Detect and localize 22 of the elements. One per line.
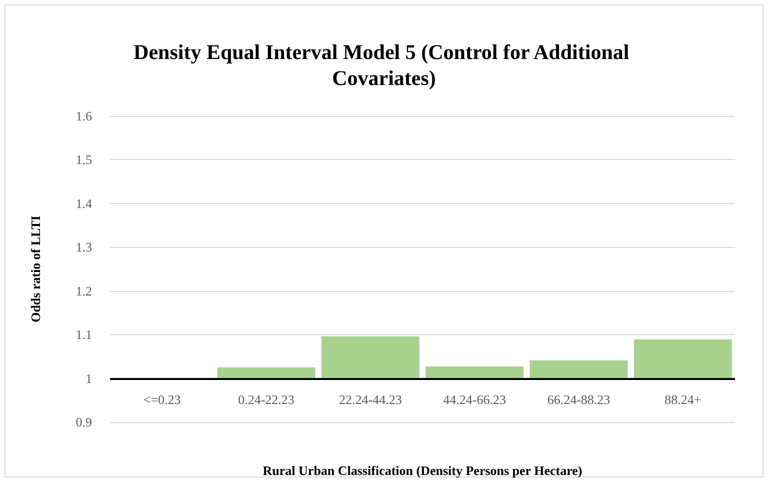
y-axis-title: Odds ratio of LLTI [28,216,43,322]
y-tick-label: 0.9 [76,414,92,430]
y-tick-label: 1.6 [76,108,92,124]
bar [634,339,732,378]
y-tick-label: 1.2 [76,283,92,298]
bar [530,360,628,378]
x-axis-title: Rural Urban Classification (Density Persons per Hectare) [262,463,582,478]
x-tick-label: 44.24-66.23 [443,392,506,408]
x-tick-label: 22.24-44.23 [338,392,402,408]
x-tick-label: 0.24-22.23 [238,392,294,408]
y-tick-label: 1.5 [76,152,92,168]
y-tick-label: 1.3 [76,240,92,255]
chart-title: Density Equal Interval Model 5 (Control for Additional Covariates) [134,40,634,90]
bar [426,366,524,378]
x-tick-label: 88.24+ [664,392,702,408]
y-tick-label: 1 [86,370,92,386]
y-tick-label: 1.4 [76,196,92,211]
x-tick-label: 66.24-88.23 [547,392,610,408]
bar [321,336,420,378]
y-tick-label: 1.1 [76,327,92,342]
bar [217,367,316,378]
x-tick-label: <=0.23 [143,392,181,408]
